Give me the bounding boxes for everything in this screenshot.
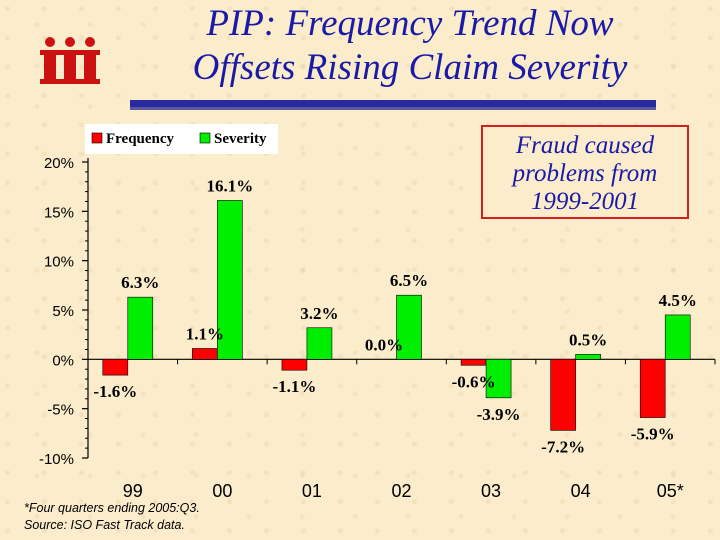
footnote-line-1: *Four quarters ending 2005:Q3. xyxy=(24,501,200,515)
frequency-bar-03 xyxy=(460,359,487,366)
category-label-02: 02 xyxy=(391,481,411,501)
severity-label-00: 16.1% xyxy=(206,176,253,195)
severity-bar-03 xyxy=(485,359,512,399)
legend-box xyxy=(85,124,278,154)
frequency-label-00: 1.1% xyxy=(186,324,224,343)
callout-line-1: Fraud caused xyxy=(515,132,655,159)
title-line-1: PIP: Frequency Trend Now xyxy=(206,3,614,44)
severity-label-02: 6.5% xyxy=(390,271,428,290)
footnote-line-2: Source: ISO Fast Track data. xyxy=(24,518,185,532)
page-title: PIP: Frequency Trend Now Offsets Rising … xyxy=(130,2,690,90)
category-label-00: 00 xyxy=(212,481,232,501)
legend-label-severity: Severity xyxy=(214,131,267,147)
severity-label-03: -3.9% xyxy=(477,405,521,424)
category-label-99: 99 xyxy=(123,481,143,501)
frequency-bar-05 xyxy=(639,359,666,418)
y-tick-label: 0% xyxy=(52,352,74,369)
severity-bar-04 xyxy=(575,354,601,360)
legend-swatch-frequency xyxy=(91,132,103,144)
category-label-05: 05* xyxy=(657,481,684,501)
severity-bar-00 xyxy=(217,200,243,360)
severity-label-99: 6.3% xyxy=(121,273,159,292)
category-label-03: 03 xyxy=(481,481,501,501)
frequency-label-05: -5.9% xyxy=(631,425,675,444)
frequency-label-01: -1.1% xyxy=(272,377,316,396)
fraud-callout-box: Fraud caused problems from 1999-2001 xyxy=(481,125,689,219)
severity-bar-02 xyxy=(396,294,422,360)
y-tick-label: 10% xyxy=(44,254,74,271)
title-underline xyxy=(130,100,656,110)
y-tick-label: -5% xyxy=(47,402,74,419)
y-tick-label: -10% xyxy=(39,451,74,468)
frequency-bar-04 xyxy=(550,359,576,431)
severity-label-01: 3.2% xyxy=(300,304,338,323)
frequency-bar-01 xyxy=(281,359,308,371)
severity-label-04: 0.5% xyxy=(569,330,607,349)
frequency-label-02: 0.0% xyxy=(365,335,403,354)
severity-bar-01 xyxy=(306,327,333,360)
severity-bar-05 xyxy=(664,314,691,360)
frequency-label-03: -0.6% xyxy=(452,372,496,391)
y-tick-label: 20% xyxy=(44,155,74,172)
frequency-bar-99 xyxy=(102,359,129,376)
footnote: *Four quarters ending 2005:Q3. Source: I… xyxy=(24,500,200,534)
callout-line-3: 1999-2001 xyxy=(530,188,640,215)
legend-label-frequency: Frequency xyxy=(106,131,175,147)
severity-label-05: 4.5% xyxy=(659,291,697,310)
frequency-label-99: -1.6% xyxy=(93,382,137,401)
callout-line-2: problems from xyxy=(512,160,658,187)
y-tick-label: 15% xyxy=(44,204,74,221)
title-line-2: Offsets Rising Claim Severity xyxy=(192,47,628,88)
severity-bar-99 xyxy=(127,296,154,360)
category-label-01: 01 xyxy=(302,481,322,501)
y-tick-label: 5% xyxy=(52,303,74,320)
frequency-label-04: -7.2% xyxy=(541,437,585,456)
frequency-bar-00 xyxy=(192,348,218,360)
iii-logo xyxy=(40,37,100,84)
legend-swatch-severity xyxy=(199,132,211,144)
category-label-04: 04 xyxy=(571,481,591,501)
